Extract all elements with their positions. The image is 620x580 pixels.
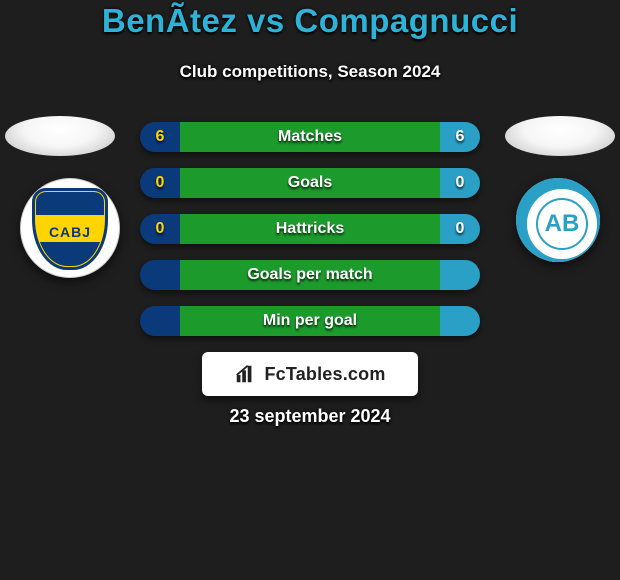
home-crest: CABJ [20, 178, 120, 278]
away-crest: AB [516, 178, 600, 262]
brand-badge: FcTables.com [202, 352, 418, 396]
stat-away-value: 0 [440, 214, 480, 244]
stat-home-value: 6 [140, 122, 180, 152]
stat-label: Goals [180, 168, 440, 198]
home-flag-ellipse [5, 116, 115, 156]
stat-away-value [440, 260, 480, 290]
date-text: 23 september 2024 [0, 406, 620, 427]
stat-home-value: 0 [140, 168, 180, 198]
stat-label: Goals per match [180, 260, 440, 290]
stat-label: Matches [180, 122, 440, 152]
stat-away-value: 6 [440, 122, 480, 152]
subtitle: Club competitions, Season 2024 [0, 62, 620, 82]
stat-row: 6Matches6 [140, 122, 480, 152]
away-flag-ellipse [505, 116, 615, 156]
stat-home-value [140, 260, 180, 290]
bars-icon [234, 363, 256, 385]
page-title: BenÃ­tez vs Compagnucci [0, 2, 620, 40]
stat-away-value: 0 [440, 168, 480, 198]
stat-home-value: 0 [140, 214, 180, 244]
belgrano-badge-icon: AB [516, 178, 600, 262]
stat-row: 0Goals0 [140, 168, 480, 198]
stat-home-value [140, 306, 180, 336]
boca-shield-icon: CABJ [32, 188, 108, 270]
stat-row: Goals per match [140, 260, 480, 290]
stat-row: Min per goal [140, 306, 480, 336]
brand-text: FcTables.com [264, 364, 385, 385]
stat-row: 0Hattricks0 [140, 214, 480, 244]
stat-away-value [440, 306, 480, 336]
stat-label: Hattricks [180, 214, 440, 244]
stat-label: Min per goal [180, 306, 440, 336]
